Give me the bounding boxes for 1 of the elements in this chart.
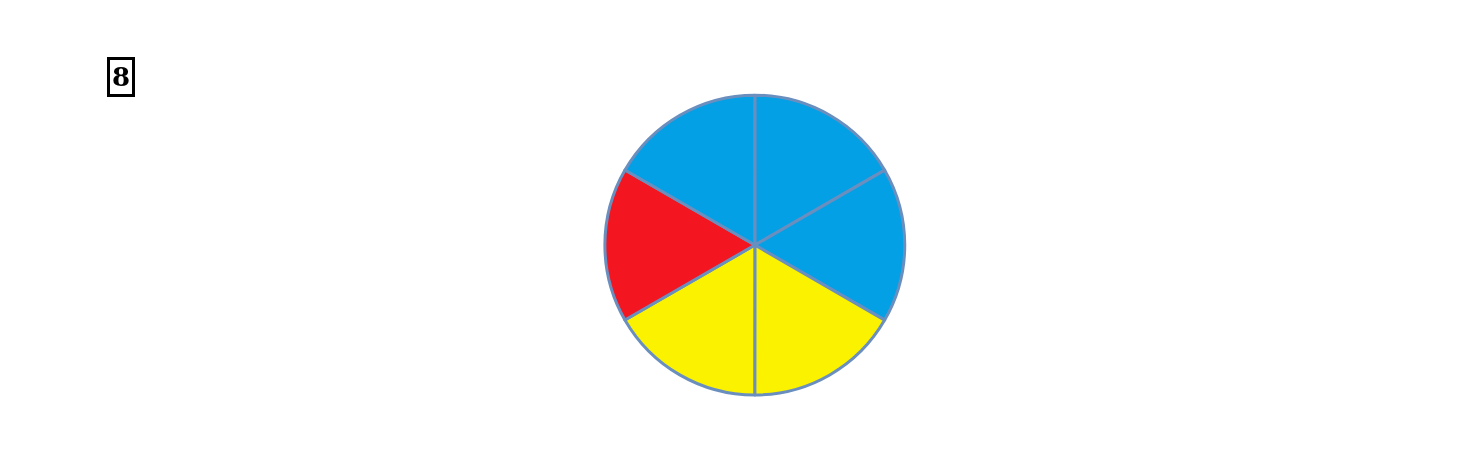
text: 8 — [112, 62, 131, 92]
